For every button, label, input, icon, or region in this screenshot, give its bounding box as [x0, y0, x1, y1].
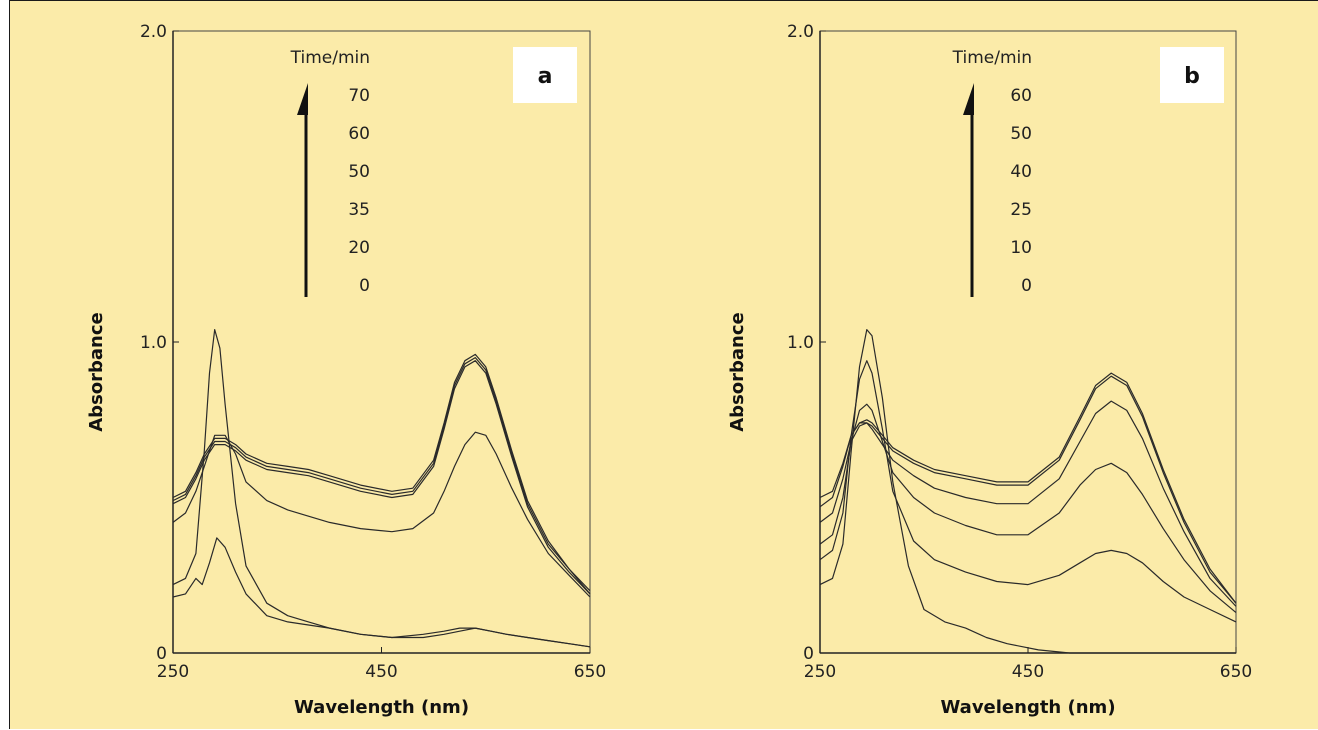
- y-tick-label: 2.0: [787, 22, 814, 42]
- y-tick-label: 0: [803, 644, 814, 664]
- time-legend-value: 0: [359, 276, 370, 296]
- series-line: [819, 372, 1237, 604]
- time-legend-value: 25: [1010, 200, 1032, 220]
- time-legend-value: 10: [1010, 238, 1032, 258]
- x-tick-label: 650: [574, 662, 606, 682]
- panel-letter-box: [1160, 47, 1224, 103]
- y-tick-label: 1.0: [140, 333, 167, 353]
- time-legend-value: 60: [348, 124, 370, 144]
- x-tick-label: 450: [1012, 662, 1044, 682]
- time-legend-value: 0: [1021, 276, 1032, 296]
- x-axis-title: Wavelength (nm): [940, 697, 1115, 718]
- time-legend-value: 50: [1010, 124, 1032, 144]
- panel-letter: b: [1184, 64, 1200, 89]
- x-tick-label: 250: [804, 662, 836, 682]
- y-tick-label: 1.0: [787, 333, 814, 353]
- time-arrow-head: [963, 83, 974, 115]
- series-line: [819, 403, 1237, 614]
- series-line: [172, 431, 591, 598]
- time-legend-value: 35: [348, 200, 370, 220]
- x-tick-label: 250: [157, 662, 189, 682]
- series-line: [819, 400, 1237, 607]
- y-axis-title: Absorbance: [86, 312, 107, 432]
- y-tick-label: 2.0: [140, 22, 167, 42]
- plot-area: [819, 30, 1237, 654]
- y-axis-title: Absorbance: [727, 312, 748, 432]
- time-arrow-head: [297, 83, 308, 115]
- y-tick-label: 0: [156, 644, 167, 664]
- series-line: [172, 353, 591, 592]
- series-line: [172, 360, 591, 595]
- figure-background: 0 1.0 2.0 250 450 650 Wavelength (nm) Absorbanc…: [9, 0, 1318, 729]
- x-tick-label: 450: [365, 662, 397, 682]
- panel-letter: a: [538, 64, 553, 89]
- plot-area: [172, 30, 591, 654]
- time-legend-title: Time/min: [952, 48, 1032, 68]
- time-legend-value: 50: [348, 162, 370, 182]
- time-legend-value: 20: [348, 238, 370, 258]
- series-line: [819, 360, 1237, 623]
- series-line: [172, 357, 591, 595]
- time-legend-value: 70: [348, 86, 370, 106]
- series-line: [172, 329, 591, 648]
- series-line: [819, 329, 1236, 654]
- chart-panel-a: 0 1.0 2.0 250 450 650 Wavelength (nm) Absorbanc…: [86, 22, 606, 718]
- time-legend-title: Time/min: [290, 48, 370, 68]
- x-tick-label: 650: [1220, 662, 1252, 682]
- panel-letter-box: [513, 47, 577, 103]
- x-axis-title: Wavelength (nm): [294, 697, 469, 718]
- time-legend-value: 40: [1010, 162, 1032, 182]
- time-legend-value: 60: [1010, 86, 1032, 106]
